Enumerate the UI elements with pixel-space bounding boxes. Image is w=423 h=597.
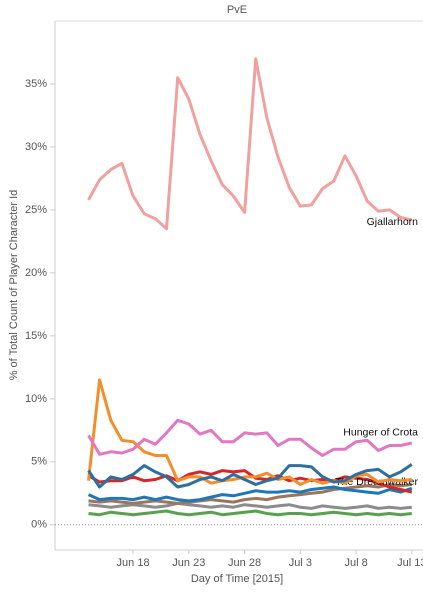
x-tick-label: Jul 3 (289, 557, 312, 569)
x-tick-label: Jun 28 (228, 557, 261, 569)
series-line (87, 418, 413, 457)
series-line (87, 57, 413, 231)
panel-title: PvE (227, 4, 247, 16)
x-tick-label: Jul 13 (397, 557, 423, 569)
series-label: Hunger of Crota (343, 427, 418, 439)
y-tick-label: 10% (25, 393, 47, 405)
y-tick-label: 0% (31, 519, 47, 531)
x-axis-title: Day of Time [2015] (191, 573, 283, 585)
y-tick-label: 20% (25, 267, 47, 279)
y-tick-label: 35% (25, 78, 47, 90)
series-line (87, 378, 412, 486)
series-line (88, 501, 412, 510)
y-tick-label: 25% (25, 204, 47, 216)
series-line (87, 485, 413, 503)
series-line (88, 483, 412, 505)
y-tick-label: 5% (31, 456, 47, 468)
x-tick-label: Jul 8 (344, 557, 367, 569)
y-tick-label: 15% (25, 330, 47, 342)
series-line (87, 469, 413, 494)
y-tick-label: 30% (25, 141, 47, 153)
y-axis-title: % of Total Count of Player Character Id (8, 190, 20, 381)
x-tick-label: Jun 18 (117, 557, 150, 569)
x-tick-label: Jun 23 (172, 557, 205, 569)
series-line (88, 509, 412, 517)
series-line (87, 463, 413, 489)
series-label: Gjallarhorn (367, 216, 419, 228)
